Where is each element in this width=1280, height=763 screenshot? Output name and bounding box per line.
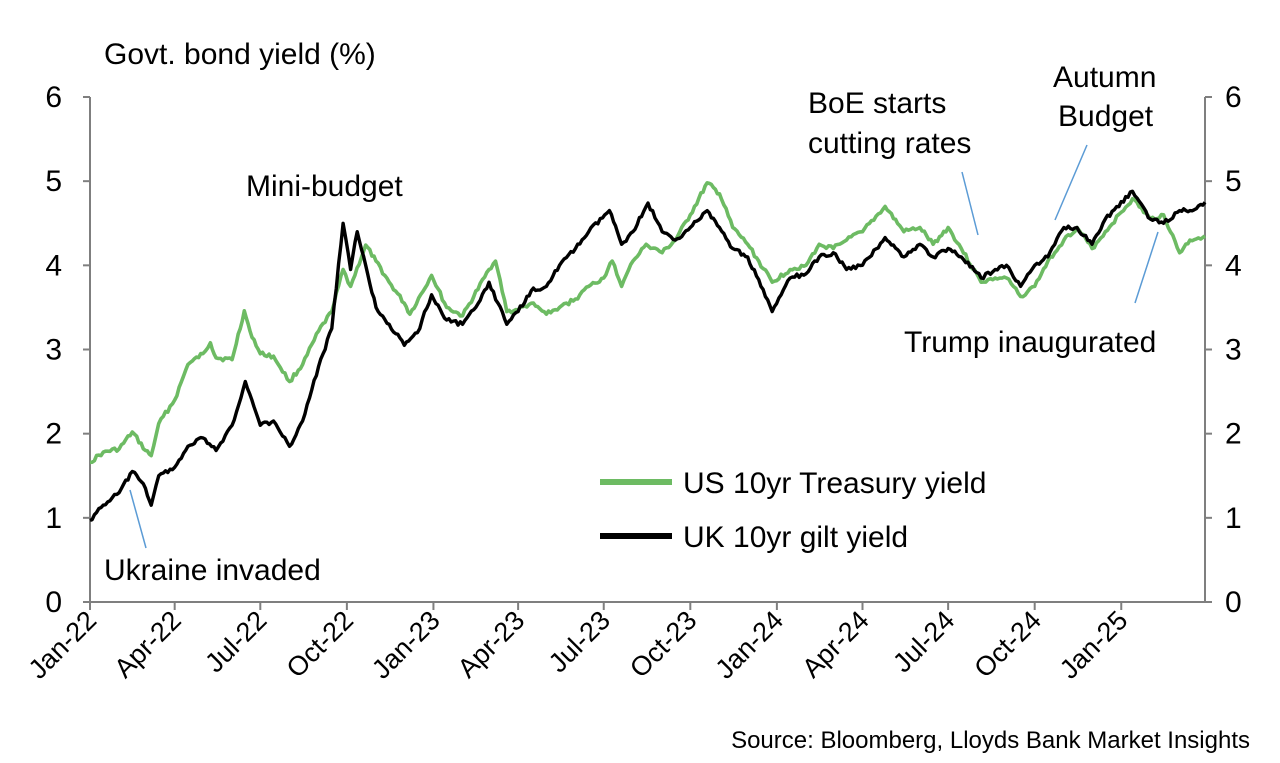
- y2-tick-label: 4: [1225, 249, 1242, 282]
- y2-tick-label: 5: [1225, 165, 1242, 198]
- annotation-boe-line2: cutting rates: [808, 127, 971, 160]
- y-axis-title: Govt. bond yield (%): [104, 38, 376, 71]
- y2-tick-label: 3: [1225, 334, 1242, 367]
- x-tick-label: Oct-24: [968, 605, 1047, 684]
- legend-label-uk: UK 10yr gilt yield: [683, 521, 908, 554]
- x-tick-label: Jul-24: [887, 605, 960, 678]
- y2-tick-label: 2: [1225, 418, 1242, 451]
- source-note: Source: Bloomberg, Lloyds Bank Market In…: [731, 727, 1250, 754]
- y-tick-label: 5: [45, 165, 62, 198]
- ukraine-pointer: [129, 489, 147, 549]
- annotations: Ukraine invaded Mini-budget BoE starts c…: [104, 61, 1156, 587]
- x-tick-label: Jul-23: [543, 605, 616, 678]
- x-ticks: Jan-22 Apr-22 Jul-22 Oct-22 Jan-23 Apr-23 Jul-…: [23, 602, 1134, 685]
- y2-tick-label: 6: [1225, 81, 1242, 114]
- x-tick-label: Jan-23: [366, 605, 446, 685]
- autumn-pointer: [1054, 144, 1088, 221]
- y-tick-label: 3: [45, 334, 62, 367]
- x-tick-label: Apr-23: [452, 605, 531, 684]
- annotation-pointers: [129, 144, 1159, 549]
- legend-label-us: US 10yr Treasury yield: [683, 467, 986, 500]
- series-layer: [89, 181, 1207, 522]
- legend: US 10yr Treasury yield UK 10yr gilt yiel…: [600, 467, 986, 554]
- y2-tick-label: 0: [1225, 586, 1242, 619]
- y-tick-label: 2: [45, 418, 62, 451]
- boe-pointer: [961, 171, 979, 236]
- trump-pointer: [1134, 231, 1159, 304]
- annotation-ukraine-invaded: Ukraine invaded: [104, 554, 321, 587]
- y-tick-label: 4: [45, 249, 62, 282]
- series-line-uk-10yr: [89, 189, 1207, 522]
- x-tick-label: Jul-22: [199, 605, 272, 678]
- y-tick-label: 1: [45, 502, 62, 535]
- x-tick-label: Jan-24: [710, 605, 790, 685]
- annotation-mini-budget: Mini-budget: [246, 170, 403, 203]
- x-tick-label: Oct-22: [281, 605, 360, 684]
- x-tick-label: Apr-24: [796, 605, 875, 684]
- x-tick-label: Apr-22: [108, 605, 187, 684]
- y-tick-label: 0: [45, 586, 62, 619]
- annotation-autumn-line2: Budget: [1058, 100, 1154, 133]
- y2-tick-label: 1: [1225, 502, 1242, 535]
- x-tick-label: Jan-25: [1054, 605, 1134, 685]
- series-line-us-10yr: [89, 181, 1207, 465]
- x-tick-label: Oct-23: [624, 605, 703, 684]
- annotation-trump-inaugurated: Trump inaugurated: [904, 326, 1156, 359]
- left-y-ticks: 0 1 2 3 4 5 6: [45, 81, 90, 619]
- annotation-autumn-line1: Autumn: [1053, 61, 1156, 94]
- right-y-ticks: 0 1 2 3 4 5 6: [1205, 81, 1242, 619]
- y-tick-label: 6: [45, 81, 62, 114]
- x-tick-label: Jan-22: [23, 605, 103, 685]
- annotation-boe-line1: BoE starts: [808, 87, 946, 120]
